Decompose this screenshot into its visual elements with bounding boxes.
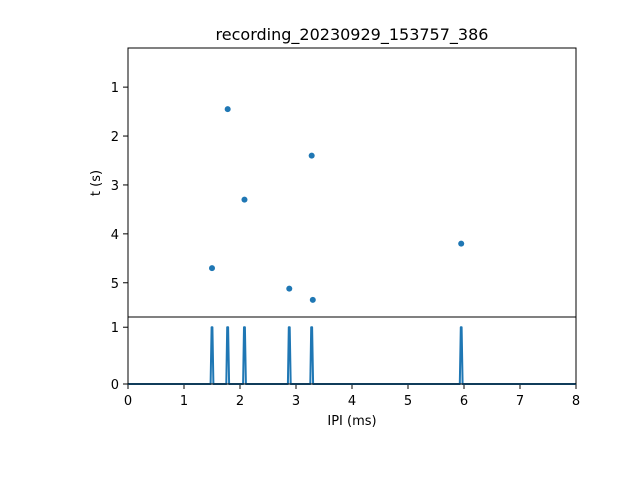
ipi-y-tick-label: 1 bbox=[111, 321, 119, 336]
ipi-x-axis-label: IPI (ms) bbox=[327, 414, 376, 429]
scatter-point bbox=[224, 106, 231, 113]
scatter-y-tick-label: 5 bbox=[111, 277, 119, 292]
ipi-y-tick-label: 0 bbox=[111, 378, 119, 393]
ipi-x-tick-label: 0 bbox=[124, 394, 132, 409]
scatter-y-ticks: 1 2 3 4 5 bbox=[111, 81, 128, 292]
ipi-x-tick-label: 7 bbox=[516, 394, 524, 409]
scatter-point bbox=[286, 285, 293, 292]
chart-title: recording_20230929_153757_386 bbox=[216, 25, 489, 45]
scatter-panel: 1 2 3 4 5 t (s) bbox=[89, 47, 577, 318]
ipi-x-tick-label: 5 bbox=[404, 394, 412, 409]
scatter-point bbox=[458, 240, 465, 247]
ipi-x-ticks: 0 1 2 3 4 5 6 7 8 bbox=[124, 384, 580, 409]
ipi-x-tick-label: 3 bbox=[292, 394, 300, 409]
ipi-x-tick-label: 6 bbox=[460, 394, 468, 409]
scatter-point bbox=[241, 196, 248, 203]
ipi-y-ticks: 01 bbox=[111, 321, 128, 393]
scatter-y-tick-label: 1 bbox=[111, 81, 119, 96]
ipi-x-tick-label: 8 bbox=[572, 394, 580, 409]
scatter-y-tick-label: 2 bbox=[111, 130, 119, 145]
scatter-y-axis-label: t (s) bbox=[89, 170, 104, 196]
scatter-point bbox=[308, 152, 315, 159]
scatter-point bbox=[209, 265, 215, 272]
scatter-y-tick-label: 3 bbox=[111, 179, 119, 194]
ipi-axes-frame bbox=[127, 316, 577, 385]
ipi-x-tick-label: 4 bbox=[348, 394, 356, 409]
scatter-y-tick-label: 4 bbox=[111, 228, 119, 243]
ipi-x-tick-label: 1 bbox=[180, 394, 188, 409]
ipi-x-tick-label: 2 bbox=[236, 394, 244, 409]
scatter-point bbox=[309, 296, 316, 303]
scatter-points bbox=[209, 106, 465, 303]
